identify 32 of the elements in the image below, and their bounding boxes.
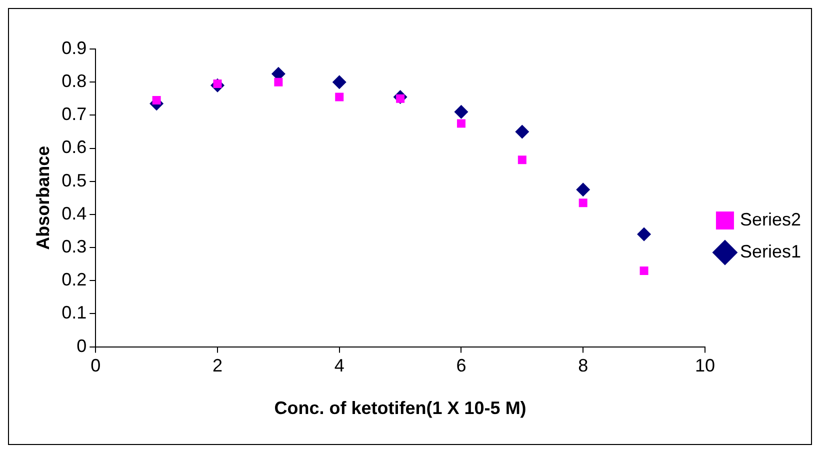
point [578,198,588,208]
point [637,227,652,242]
point [515,124,530,139]
y-tick-label: 0.8 [62,71,87,92]
y-axis-title: Absorbance [32,146,53,250]
y-tick-label: 0.1 [62,302,87,323]
x-tick-label: 8 [578,356,588,376]
y-tick-label: 0.5 [62,170,87,190]
point [576,182,590,197]
y-tick-label: 0 [76,336,87,356]
legend-label: Series2 [740,209,801,230]
y-tick-label: 0.3 [62,236,87,256]
x-tick-label: 10 [694,356,715,376]
point [454,104,468,119]
y-tick-label: 0.6 [62,137,87,158]
y-tick-label: 0.2 [62,270,87,290]
y-tick-label: 0.7 [62,104,87,124]
point [456,119,466,128]
point [152,96,161,105]
point [335,92,344,102]
legend-label: Series1 [740,241,801,262]
x-tick-label: 0 [90,356,101,376]
point [640,266,648,275]
y-tick-label: 0.9 [62,38,87,58]
x-tick-label: 4 [334,356,344,376]
point [274,78,283,86]
y-tick-label: 0.4 [62,203,87,224]
x-axis-title: Conc. of ketotifen(1 X 10-5 M) [274,398,526,418]
x-tick-label: 6 [456,356,466,376]
point [332,75,346,90]
x-tick-label: 2 [212,356,222,376]
point [518,156,526,164]
